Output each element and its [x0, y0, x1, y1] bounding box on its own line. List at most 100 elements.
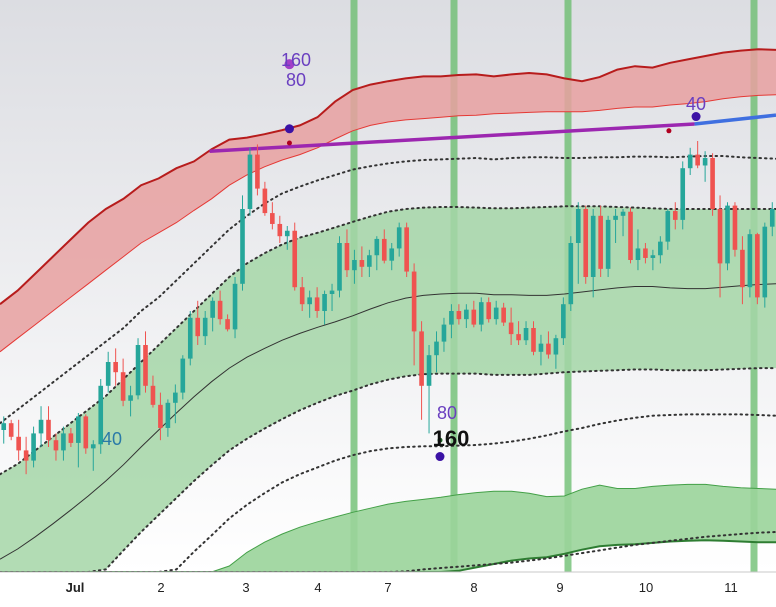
- candle: [538, 334, 544, 366]
- candle-body: [486, 302, 492, 320]
- candle-body: [702, 158, 708, 166]
- candle: [598, 205, 603, 277]
- candle-body: [583, 209, 589, 277]
- candle: [628, 207, 633, 264]
- x-tick-label: 2: [157, 580, 164, 595]
- candle-body: [762, 226, 768, 298]
- candle-body: [501, 307, 506, 323]
- candle: [262, 181, 268, 216]
- candle-body: [695, 154, 700, 166]
- candle-body: [262, 188, 268, 214]
- candle: [337, 236, 342, 298]
- ann-80-mid: 80: [437, 403, 457, 423]
- candle: [456, 304, 462, 325]
- candle-body: [635, 248, 641, 260]
- candle-body: [307, 297, 312, 305]
- candle-body: [740, 249, 745, 288]
- candle: [61, 426, 66, 461]
- candle-body: [553, 338, 559, 355]
- candle: [575, 202, 581, 284]
- x-tick-label: 11: [724, 580, 738, 595]
- candle: [374, 236, 380, 271]
- candle-body: [650, 255, 656, 258]
- candle: [83, 414, 89, 454]
- candle-body: [150, 385, 156, 405]
- candle: [464, 304, 469, 328]
- candle-body: [61, 433, 66, 451]
- candle-body: [613, 215, 618, 220]
- candle-body: [493, 307, 499, 320]
- candle: [113, 348, 118, 386]
- candle-body: [620, 211, 626, 216]
- candle: [367, 249, 372, 277]
- midline: [0, 283, 776, 560]
- upper-band-area: [0, 49, 776, 352]
- candle: [769, 202, 775, 237]
- candle: [135, 338, 141, 400]
- ann-80-top: 80: [286, 70, 306, 90]
- candle-body: [31, 433, 36, 461]
- candle-body: [389, 248, 395, 261]
- candle: [76, 413, 81, 468]
- candle: [434, 331, 439, 373]
- lower-dotted-line-1: [0, 413, 776, 573]
- candle: [747, 229, 753, 298]
- candle: [620, 209, 626, 237]
- candle-body: [68, 433, 74, 443]
- candle: [695, 141, 700, 169]
- candle: [158, 392, 163, 441]
- candle: [493, 300, 499, 325]
- lower-dotted-line-2: [0, 531, 776, 573]
- candle-body: [292, 230, 298, 288]
- x-tick-label: 8: [470, 580, 477, 595]
- candle-body: [210, 300, 215, 318]
- lower-band-area: [0, 484, 776, 572]
- candle: [143, 331, 148, 393]
- candle-body: [299, 287, 305, 305]
- mid-band-top-dotted: [0, 205, 776, 476]
- candle-body: [508, 322, 514, 335]
- x-axis-labels: Jul 2 3 4 7 8 9 10 11: [66, 580, 738, 595]
- candle: [441, 317, 447, 352]
- candle: [590, 209, 596, 298]
- candle: [702, 151, 708, 182]
- annotations: 160 80 40 40 80 160: [102, 50, 706, 451]
- x-tick-label: Jul: [66, 580, 85, 595]
- candle: [553, 334, 559, 369]
- candle-body: [769, 209, 775, 227]
- candle: [389, 243, 395, 271]
- candle: [31, 426, 36, 468]
- candle-body: [538, 343, 544, 352]
- candle-body: [359, 260, 365, 267]
- candle-body: [419, 331, 424, 386]
- candle-body: [478, 302, 484, 325]
- candle-body: [277, 223, 283, 237]
- candle-body: [53, 440, 59, 451]
- candle: [247, 147, 253, 216]
- candle-body: [113, 362, 118, 373]
- candle: [314, 287, 320, 318]
- candle: [426, 345, 432, 434]
- candle-body: [456, 311, 462, 320]
- candle-body: [725, 205, 730, 264]
- candle: [90, 440, 96, 471]
- x-tick-label: 10: [639, 580, 653, 595]
- candle: [583, 205, 589, 284]
- candle-body: [76, 416, 81, 443]
- candle-body: [322, 294, 327, 311]
- x-tick-label: 7: [384, 580, 391, 595]
- candle: [38, 406, 44, 447]
- trendline-blue: [694, 113, 776, 126]
- signal-dot: [666, 128, 672, 134]
- candle-body: [687, 154, 693, 169]
- candle-body: [195, 317, 201, 337]
- ann-160-top: 160: [281, 50, 311, 70]
- candle-body: [23, 450, 29, 461]
- candle: [508, 307, 514, 345]
- candle-body: [187, 317, 193, 359]
- candle-body: [598, 215, 603, 269]
- candle: [546, 331, 551, 359]
- candle: [255, 144, 260, 196]
- candle: [1, 416, 7, 444]
